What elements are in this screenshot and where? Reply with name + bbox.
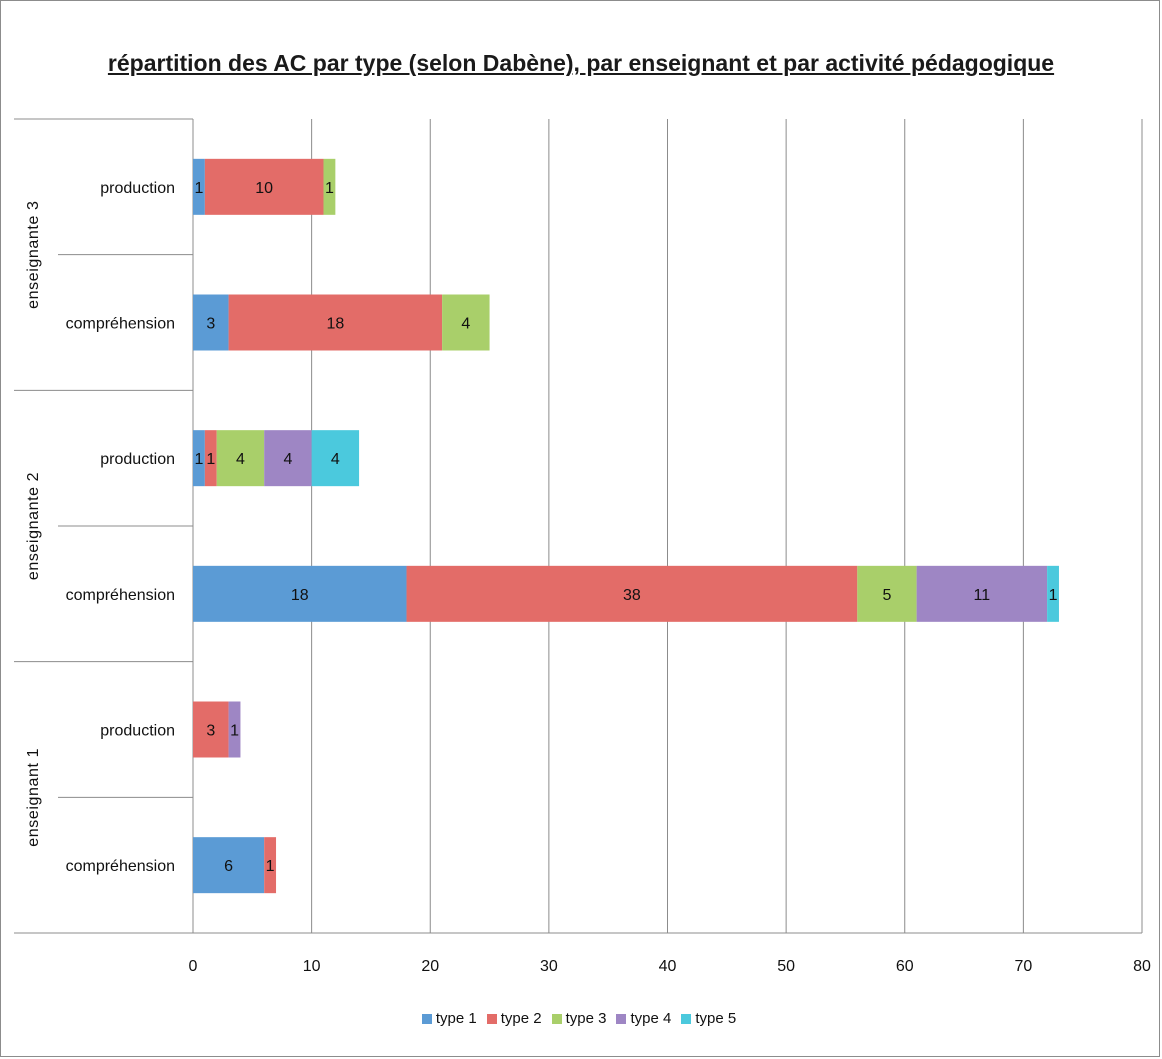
bar-segment-type-2	[264, 837, 277, 894]
bar-segment-type-1	[193, 565, 407, 622]
data-label: 1	[325, 180, 334, 197]
legend-swatch	[421, 1013, 432, 1024]
x-tick-label-0: 0	[189, 958, 198, 975]
category-label: compréhension	[66, 316, 175, 333]
bar-segment-type-5	[1047, 565, 1059, 622]
bar-segment-type-2	[204, 430, 217, 487]
bar-segment-type-3	[323, 158, 336, 215]
bar-segment-type-1	[193, 837, 265, 894]
data-label: 11	[974, 587, 991, 604]
chart-title: répartition des AC par type (selon Dabèn…	[107, 50, 1055, 76]
category-label: compréhension	[66, 587, 175, 604]
legend-label: type 5	[695, 1010, 737, 1027]
chart-legend: type 1 type 2 type 3 type 4 type 5	[0, 1010, 1162, 1027]
legend-label: type 1	[435, 1010, 477, 1027]
data-label: 1	[194, 451, 203, 468]
bar-segment-type-4	[916, 565, 1048, 622]
data-label: 5	[883, 587, 892, 604]
data-label: 4	[236, 451, 245, 468]
data-label: 18	[326, 316, 344, 333]
data-label: 1	[230, 723, 239, 740]
bar-segment-type-1	[193, 430, 205, 487]
data-label: 18	[291, 587, 309, 604]
legend-item-type-2: type 2	[486, 1010, 542, 1027]
legend-item-type-3: type 3	[551, 1010, 607, 1027]
data-label: 1	[1049, 587, 1058, 604]
x-tick-label-50: 50	[777, 958, 795, 975]
category-label: production	[100, 723, 175, 740]
category-label: compréhension	[66, 858, 175, 875]
bar-segment-type-5	[311, 430, 360, 487]
bar-segment-type-2	[193, 701, 229, 758]
data-label: 4	[331, 451, 340, 468]
data-label: 4	[283, 451, 292, 468]
bar-segment-type-1	[193, 294, 229, 351]
group-label: enseignant 1	[25, 748, 42, 847]
legend-label: type 4	[630, 1010, 672, 1027]
x-tick-label-20: 20	[421, 958, 439, 975]
x-tick-label-60: 60	[896, 958, 914, 975]
legend-label: type 2	[500, 1010, 542, 1027]
data-label: 4	[461, 316, 470, 333]
x-tick-label-10: 10	[303, 958, 321, 975]
bar-segment-type-4	[264, 430, 312, 487]
bar-segment-type-3	[216, 430, 265, 487]
chart-plot: 0 10 20 30 40 50 60 70 80 enseignante 3 production…	[14, 118, 1151, 975]
x-tick-label-30: 30	[540, 958, 558, 975]
group-label: enseignante 3	[25, 200, 42, 308]
category-label: production	[100, 180, 175, 197]
x-tick-label-80: 80	[1133, 958, 1151, 975]
bar-segment-type-1	[193, 158, 205, 215]
data-label: 1	[266, 858, 275, 875]
legend-item-type-4: type 4	[616, 1010, 671, 1027]
legend-swatch	[616, 1013, 627, 1024]
bar-segment-type-4	[228, 701, 241, 758]
data-label: 6	[224, 858, 233, 875]
x-tick-label-70: 70	[1014, 958, 1032, 975]
data-label: 3	[206, 723, 215, 740]
data-label: 3	[206, 316, 215, 333]
legend-swatch	[551, 1013, 562, 1024]
bar-segment-type-3	[857, 565, 917, 622]
legend-item-type-5: type 5	[681, 1010, 736, 1027]
bar-segment-type-2	[204, 158, 324, 215]
data-label: 1	[194, 180, 203, 197]
legend-item-type-1: type 1	[421, 1010, 477, 1027]
bar-segment-type-2	[228, 294, 443, 351]
data-label: 38	[623, 587, 641, 604]
legend-label: type 3	[565, 1010, 607, 1027]
data-label: 10	[255, 180, 273, 197]
x-tick-label-40: 40	[659, 958, 677, 975]
group-label: enseignante 2	[25, 472, 42, 580]
bar-segment-type-2	[406, 565, 858, 622]
legend-swatch	[681, 1013, 692, 1024]
bar-segment-type-3	[442, 294, 490, 351]
category-label: production	[100, 451, 175, 468]
legend-swatch	[486, 1013, 497, 1024]
data-label: 1	[206, 451, 215, 468]
